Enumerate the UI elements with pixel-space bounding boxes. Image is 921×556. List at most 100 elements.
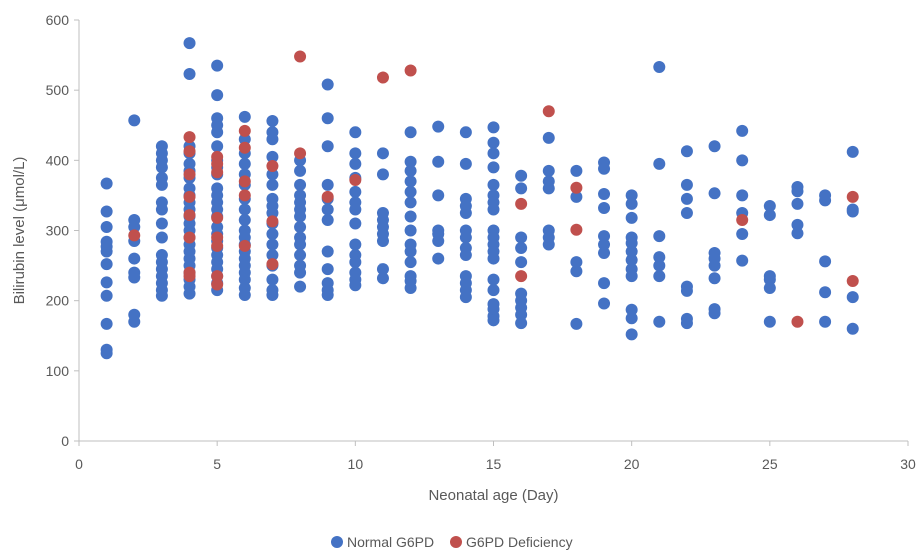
data-point	[155, 161, 168, 174]
data-point	[846, 145, 859, 158]
data-point	[238, 157, 251, 170]
data-point	[459, 291, 472, 304]
data-points	[100, 37, 859, 360]
data-point	[266, 133, 279, 146]
data-point	[404, 164, 417, 177]
y-tick-label: 300	[46, 223, 70, 239]
x-tick-label: 0	[75, 456, 83, 472]
data-point	[100, 205, 113, 218]
data-point	[238, 289, 251, 302]
y-tick-label: 100	[46, 363, 70, 379]
data-point	[404, 196, 417, 209]
data-point	[404, 175, 417, 188]
data-point	[653, 251, 666, 264]
data-point	[155, 217, 168, 230]
data-point	[321, 203, 334, 216]
data-point	[294, 50, 307, 63]
data-point	[294, 238, 307, 251]
data-point	[515, 317, 528, 330]
data-point	[404, 185, 417, 198]
data-point	[432, 120, 445, 133]
data-point	[404, 210, 417, 223]
data-point	[625, 237, 638, 250]
data-point	[487, 273, 500, 286]
data-point	[515, 231, 528, 244]
data-point	[349, 157, 362, 170]
data-point	[100, 258, 113, 271]
data-point	[680, 317, 693, 330]
data-point	[791, 227, 804, 240]
data-point	[266, 228, 279, 241]
data-point	[376, 272, 389, 285]
data-point	[680, 145, 693, 158]
data-point	[321, 78, 334, 91]
data-point	[211, 239, 224, 252]
data-point	[487, 284, 500, 297]
data-point	[653, 157, 666, 170]
data-point	[708, 307, 721, 320]
data-point	[432, 252, 445, 265]
legend-marker-g6pd-deficiency	[450, 536, 462, 548]
data-point	[183, 287, 196, 300]
data-point	[100, 289, 113, 302]
series-g6pd-deficiency	[128, 50, 859, 328]
data-point	[736, 124, 749, 137]
data-point	[570, 256, 583, 269]
data-point	[155, 203, 168, 216]
data-point	[376, 235, 389, 248]
data-point	[266, 178, 279, 191]
data-point	[487, 203, 500, 216]
data-point	[376, 263, 389, 276]
data-point	[763, 282, 776, 295]
data-point	[708, 187, 721, 200]
data-point	[680, 178, 693, 191]
data-point	[183, 145, 196, 158]
data-point	[211, 270, 224, 283]
data-point	[515, 182, 528, 195]
data-point	[791, 185, 804, 198]
x-tick-label: 10	[348, 456, 364, 472]
data-point	[598, 297, 611, 310]
data-point	[598, 202, 611, 215]
data-point	[128, 271, 141, 284]
data-point	[791, 197, 804, 210]
data-point	[487, 314, 500, 327]
data-point	[266, 289, 279, 302]
data-point	[155, 231, 168, 244]
data-point	[211, 126, 224, 139]
data-point	[238, 213, 251, 226]
data-point	[625, 197, 638, 210]
data-point	[570, 181, 583, 194]
data-point	[183, 209, 196, 222]
data-point	[321, 289, 334, 302]
data-point	[570, 265, 583, 278]
data-point	[211, 211, 224, 224]
data-point	[708, 259, 721, 272]
data-point	[100, 220, 113, 233]
data-point	[349, 203, 362, 216]
data-point	[266, 115, 279, 128]
data-point	[404, 256, 417, 269]
data-point	[349, 279, 362, 292]
data-point	[846, 275, 859, 288]
data-point	[266, 258, 279, 271]
data-point	[376, 147, 389, 160]
data-point	[266, 168, 279, 181]
data-point	[598, 162, 611, 175]
data-point	[846, 190, 859, 203]
data-point	[653, 230, 666, 243]
data-point	[238, 110, 251, 123]
data-point	[653, 315, 666, 328]
data-point	[542, 105, 555, 118]
data-point	[819, 286, 832, 299]
y-tick-label: 600	[46, 12, 70, 28]
legend: Normal G6PD G6PD Deficiency	[331, 534, 573, 550]
data-point	[376, 71, 389, 84]
data-point	[487, 178, 500, 191]
data-point	[266, 159, 279, 172]
data-point	[598, 230, 611, 243]
axes	[74, 19, 909, 446]
data-point	[708, 140, 721, 153]
data-point	[183, 68, 196, 81]
